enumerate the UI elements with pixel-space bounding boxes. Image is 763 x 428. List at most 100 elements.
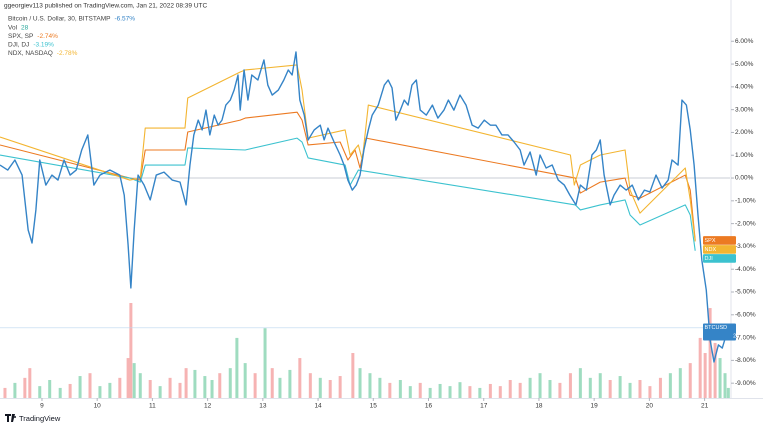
volume-bar <box>118 377 122 398</box>
x-tick-label: 21 <box>701 403 709 410</box>
header: ggeorgiev113 published on TradingView.co… <box>4 3 208 10</box>
volume-bar <box>618 376 622 398</box>
volume-bar <box>468 386 472 398</box>
volume-bar <box>368 373 372 398</box>
price-label: DJI -3.19% <box>703 254 761 263</box>
price-label-countdown: 20:12 <box>733 334 747 340</box>
series-line <box>0 111 696 241</box>
volume-bar <box>48 380 52 398</box>
volume-bar <box>28 368 32 398</box>
x-tick-label: 13 <box>259 403 267 410</box>
price-label-value: -3.19% <box>744 256 762 262</box>
volume-bars <box>3 303 730 398</box>
volume-bar <box>184 368 188 398</box>
volume-bar <box>98 386 102 398</box>
volume-bar <box>108 382 112 398</box>
volume-bar <box>148 380 152 398</box>
x-tick-label: 20 <box>646 403 654 410</box>
volume-bar <box>488 383 492 398</box>
volume-bar <box>308 373 312 398</box>
price-label: NDX -2.78% <box>703 245 761 254</box>
legend-value: -2.74% <box>37 33 58 40</box>
legend-value: 28 <box>21 24 29 31</box>
series-line <box>0 137 696 251</box>
x-tick-label: 14 <box>314 403 322 410</box>
volume-bar <box>78 376 82 398</box>
volume-bar <box>298 358 302 398</box>
y-tick-label: 3.00% <box>735 106 754 113</box>
volume-bar <box>158 386 162 398</box>
volume-bar <box>132 363 136 398</box>
price-label-symbol: NDX <box>705 247 717 253</box>
volume-bar <box>726 387 730 398</box>
price-label-value: -2.78% <box>744 247 762 253</box>
volume-bar <box>253 373 257 398</box>
volume-bar <box>723 373 727 398</box>
volume-bar <box>438 383 442 398</box>
volume-bar <box>628 382 632 398</box>
volume-bar <box>478 387 482 398</box>
volume-bar <box>518 382 522 398</box>
x-tick-label: 18 <box>535 403 543 410</box>
volume-bar <box>713 342 717 398</box>
legend-label: DJI, DJ <box>8 42 29 49</box>
y-tick-label: 2.00% <box>735 129 754 136</box>
volume-bar <box>318 377 322 398</box>
volume-bar <box>638 380 642 398</box>
volume-bar <box>278 377 282 398</box>
y-tick-label: -7.00% <box>735 334 756 341</box>
volume-bar <box>448 386 452 398</box>
volume-bar <box>388 382 392 398</box>
volume-bar <box>168 377 172 398</box>
volume-bar <box>193 369 197 398</box>
volume-bar <box>178 382 182 398</box>
volume-bar <box>288 369 292 398</box>
volume-bar <box>578 368 582 398</box>
price-label-symbol: DJI <box>705 256 714 262</box>
volume-bar <box>351 353 355 398</box>
volume-bar <box>243 363 247 398</box>
volume-bar <box>210 380 214 398</box>
y-tick-label: 4.00% <box>735 84 754 91</box>
volume-bar <box>228 368 232 398</box>
volume-bar <box>328 380 332 398</box>
volume-bar <box>703 353 707 398</box>
legend-label: SPX, SP <box>8 33 33 40</box>
price-label-value: -2.74% <box>744 238 762 244</box>
volume-bar <box>558 382 562 398</box>
price-label: BTCUSD -6.57% 20:12 <box>703 323 761 341</box>
volume-bar <box>58 387 62 398</box>
price-label-box <box>703 254 736 263</box>
price-label-box <box>703 236 736 245</box>
volume-bar <box>458 382 462 398</box>
y-tick-label: -9.00% <box>735 380 756 387</box>
price-label: SPX -2.74% <box>703 236 761 245</box>
series-line <box>0 51 730 363</box>
x-tick-label: 12 <box>204 403 212 410</box>
volume-bar <box>668 373 672 398</box>
volume-bar <box>3 387 7 398</box>
y-tick-label: -1.00% <box>735 198 756 205</box>
y-tick-label: 6.00% <box>735 38 754 45</box>
volume-bar <box>23 377 27 398</box>
volume-bar <box>678 368 682 398</box>
price-label-symbol: BTCUSD <box>705 325 728 331</box>
series-line <box>0 64 696 242</box>
volume-bar <box>270 368 274 398</box>
price-label-box <box>703 323 736 341</box>
volume-bar <box>708 308 712 398</box>
x-tick-label: 9 <box>40 403 44 410</box>
volume-bar <box>698 337 702 398</box>
volume-bar <box>428 387 432 398</box>
volume-bar <box>218 373 222 398</box>
logo-mark <box>5 414 17 422</box>
legend-value: -2.78% <box>57 50 78 57</box>
volume-bar <box>688 363 692 398</box>
volume-bar <box>68 383 72 398</box>
volume-bar <box>235 337 239 398</box>
volume-bar <box>126 358 130 398</box>
y-tick-label: 0.00% <box>735 175 754 182</box>
